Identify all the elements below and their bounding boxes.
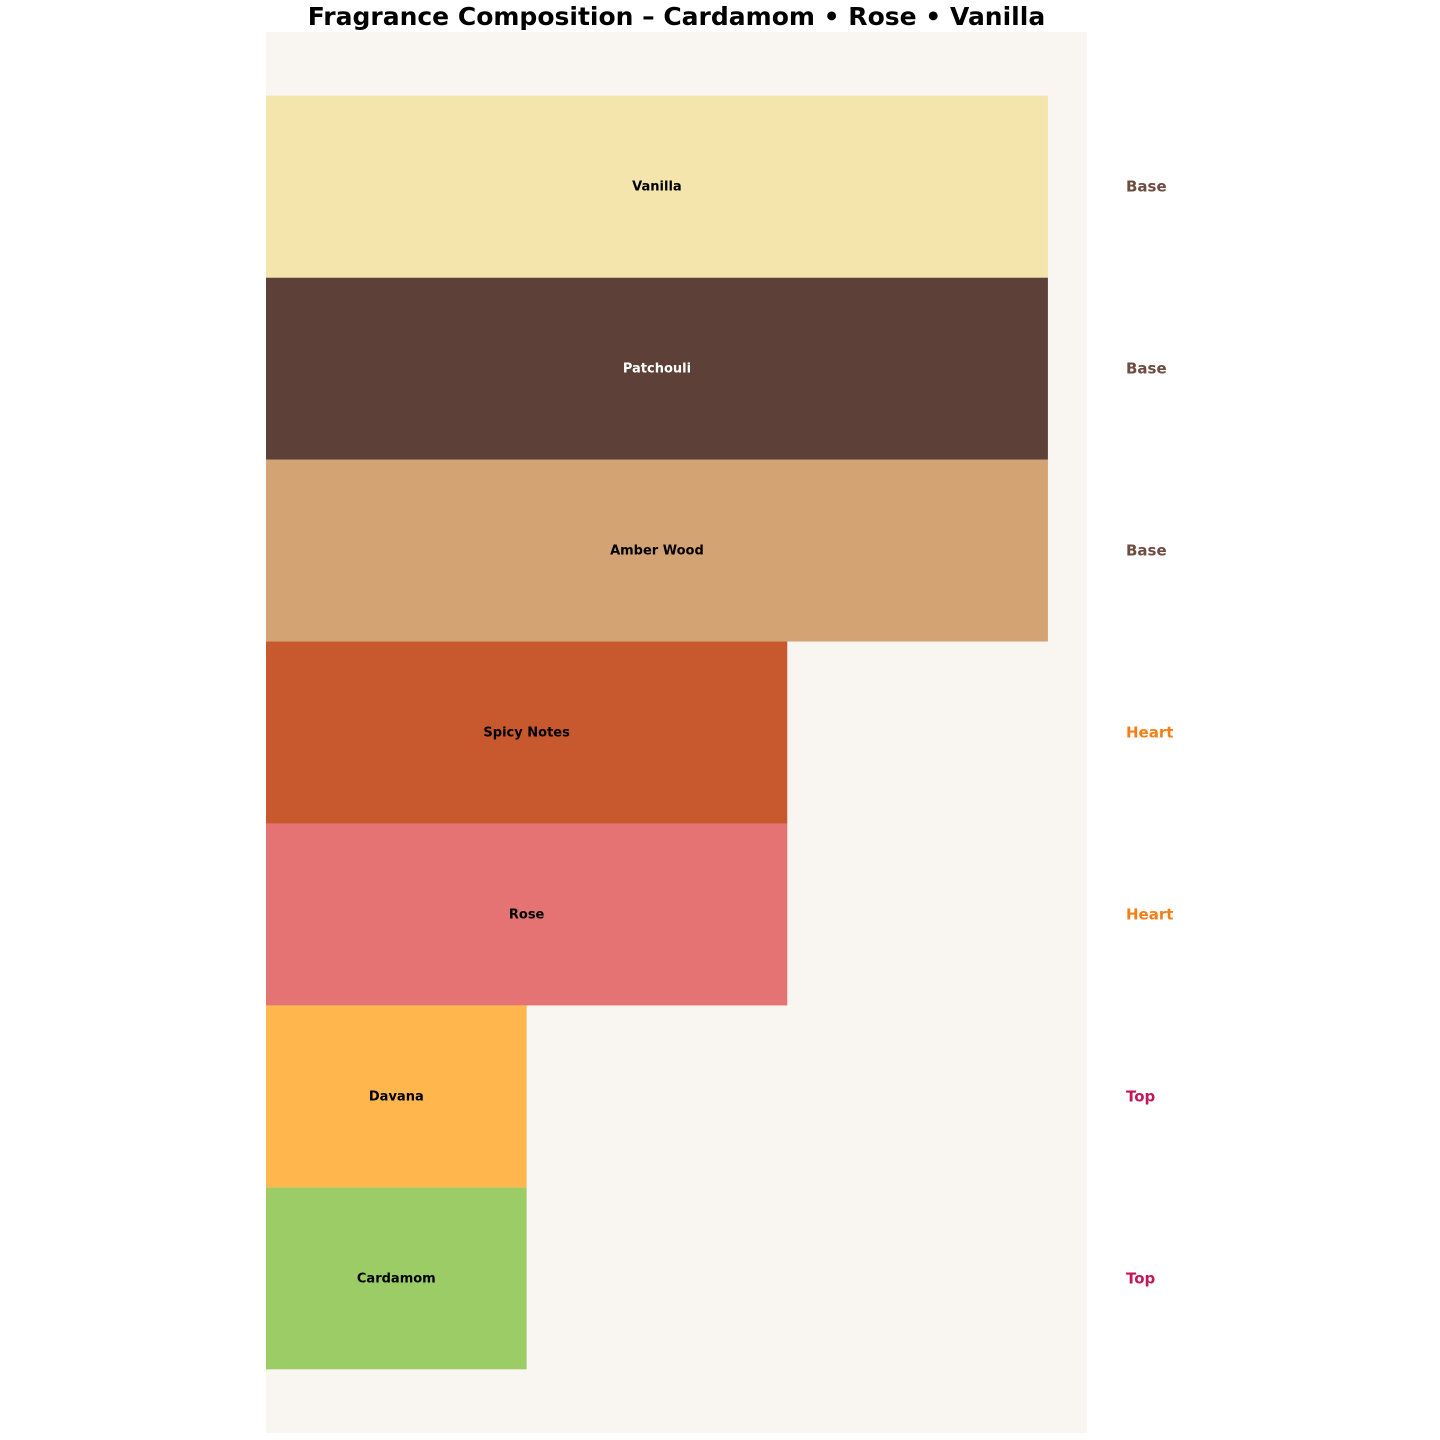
bar-label: Davana (369, 1089, 424, 1104)
bar-cardamom (266, 1187, 527, 1370)
tier-label: Heart (1126, 724, 1173, 742)
tier-label: Top (1126, 1269, 1156, 1287)
bar-label: Patchouli (623, 362, 691, 377)
bar-label: Spicy Notes (483, 726, 570, 741)
bar-label: Cardamom (357, 1271, 436, 1286)
tier-label: Heart (1126, 905, 1173, 923)
bar-davana (266, 1005, 527, 1188)
tier-label: Base (1126, 360, 1167, 378)
bar-spicy-notes (266, 641, 788, 824)
tier-label: Base (1126, 542, 1167, 560)
bar-label: Rose (509, 907, 545, 922)
bar-amber-wood (266, 459, 1048, 642)
bar-label: Vanilla (632, 180, 682, 195)
bar-rose (266, 823, 788, 1006)
bar-patchouli (266, 277, 1048, 460)
bar-label: Amber Wood (610, 544, 704, 559)
chart-title: Fragrance Composition – Cardamom • Rose … (307, 2, 1046, 31)
bar-vanilla (266, 95, 1048, 278)
tier-label: Base (1126, 178, 1167, 196)
tier-label: Top (1126, 1087, 1156, 1105)
